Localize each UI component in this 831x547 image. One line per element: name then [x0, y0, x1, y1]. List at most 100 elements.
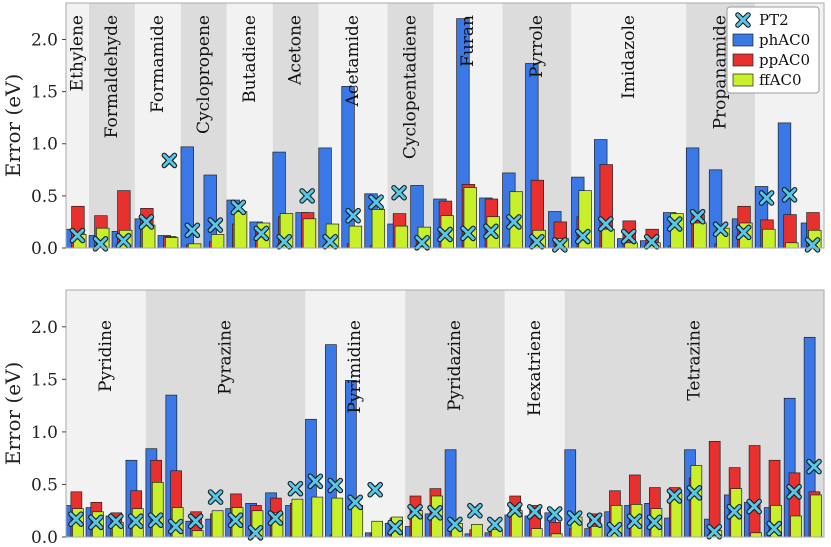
- pt2-marker: [507, 501, 523, 518]
- pt2-marker: [646, 514, 663, 531]
- pt2-marker: [689, 208, 706, 225]
- y-tick-label: 0.0: [31, 239, 58, 259]
- ffac0-bar: [151, 481, 164, 538]
- legend-label: ppAC0: [759, 51, 810, 69]
- pt2-marker: [299, 188, 315, 204]
- pt2-marker: [427, 505, 443, 521]
- molecule-label: Ethylene: [67, 15, 87, 91]
- legend: PT2 phAC0 ppAC0 ffAC0: [726, 6, 820, 94]
- pt2-marker: [597, 216, 614, 232]
- pt2-marker: [391, 184, 407, 201]
- ffac0-bar: [693, 222, 707, 249]
- pt2-marker: [487, 516, 503, 533]
- legend-phac0-swatch: [732, 33, 754, 47]
- molecule-label: Tetrazine: [684, 320, 704, 401]
- legend-label: ffAC0: [759, 71, 802, 89]
- pt2-marker: [367, 481, 383, 498]
- ffac0-bar: [590, 526, 603, 538]
- molecule-label: Butadiene: [240, 15, 260, 103]
- pt2-marker: [387, 519, 403, 536]
- ffac0-bar: [530, 528, 543, 538]
- pt2-marker: [786, 484, 802, 500]
- pt2-marker: [138, 214, 155, 230]
- ffac0-bar: [331, 497, 344, 538]
- plot-frame: [65, 2, 825, 249]
- y-tick-label: 1.0: [31, 423, 58, 443]
- ffac0-bar: [750, 532, 763, 538]
- ffac0-bar: [690, 465, 703, 538]
- pt2-marker: [347, 494, 364, 511]
- molecule-label: Formamide: [148, 15, 168, 113]
- molecule-label: Pyrazine: [216, 320, 236, 395]
- pt2-marker: [620, 228, 637, 245]
- ffac0-bar: [187, 243, 202, 249]
- panel-bottom: Pyridine Pyrazine Pyrimidine Pyridazine Hexa…: [1, 289, 825, 547]
- pt2-marker: [187, 513, 204, 530]
- pt2-marker: [437, 226, 453, 243]
- pt2-marker: [706, 523, 723, 540]
- ppac0-bar: [708, 441, 721, 538]
- ffac0-bar: [394, 225, 409, 249]
- panel-top: Ethylene Formaldehyde Formamide Cyclopropen…: [1, 2, 825, 259]
- pt2-marker: [368, 194, 384, 210]
- pt2-marker: [726, 503, 743, 520]
- molecule-label: Pyridazine: [445, 320, 465, 411]
- pt2-marker: [766, 520, 782, 537]
- legend-label: phAC0: [759, 31, 810, 49]
- pt2-marker: [407, 503, 423, 520]
- pt2-marker: [483, 223, 499, 240]
- pt2-marker: [115, 232, 132, 249]
- ffac0-bar: [601, 228, 615, 249]
- pt2-marker: [307, 473, 324, 490]
- molecule-label: Cyclopropene: [194, 15, 214, 134]
- molecule-label: Pyrrole: [527, 15, 547, 78]
- pt2-marker: [167, 518, 184, 535]
- molecule-label: Acetamide: [343, 15, 363, 107]
- pt2-marker: [128, 513, 144, 530]
- pt2-marker: [253, 225, 270, 242]
- pt2-marker: [276, 233, 293, 250]
- ffac0-bar: [191, 530, 204, 538]
- legend-box: [726, 6, 820, 94]
- molecule-label: Pyrimidine: [345, 320, 365, 414]
- y-tick-label: 0.0: [31, 528, 58, 547]
- y-tick-label: 1.5: [31, 370, 58, 390]
- pt2-marker: [92, 236, 109, 252]
- pt2-marker: [566, 510, 583, 526]
- y-axis-label: Error (eV): [1, 362, 25, 466]
- pt2-marker: [666, 216, 683, 232]
- pt2-marker: [69, 227, 86, 244]
- ppac0-bar: [748, 445, 761, 538]
- group-band: [66, 3, 89, 248]
- y-tick-label: 1.5: [31, 83, 58, 103]
- pt2-marker: [606, 521, 623, 538]
- y-tick-label: 2.0: [31, 318, 58, 338]
- ffac0-bar: [785, 242, 799, 249]
- pt2-marker: [806, 458, 822, 475]
- pt2-marker: [287, 480, 304, 497]
- ffac0-bar: [471, 524, 483, 538]
- pt2-marker: [506, 214, 522, 230]
- pt2-marker: [161, 152, 178, 169]
- pt2-marker: [414, 234, 430, 251]
- pt2-marker: [147, 512, 164, 528]
- pt2-marker: [467, 502, 483, 519]
- ffac0-bar: [302, 218, 317, 249]
- ffac0-bar: [291, 498, 304, 538]
- ffac0-bar: [371, 209, 386, 249]
- molecule-label: Cyclopentadiene: [401, 15, 421, 159]
- y-tick-label: 0.5: [31, 187, 58, 207]
- pt2-marker: [686, 485, 703, 501]
- phac0-bar: [341, 86, 355, 249]
- ffac0-bar: [790, 515, 802, 538]
- pt2-marker: [327, 477, 344, 494]
- pt2-marker: [447, 516, 463, 533]
- pt2-marker: [781, 187, 798, 203]
- pt2-marker: [322, 233, 338, 250]
- plot-frame: [65, 289, 825, 538]
- pt2-marker: [804, 237, 821, 253]
- pt2-marker: [552, 237, 568, 253]
- molecule-label: Formaldehyde: [102, 15, 122, 138]
- pt2-marker: [267, 510, 284, 526]
